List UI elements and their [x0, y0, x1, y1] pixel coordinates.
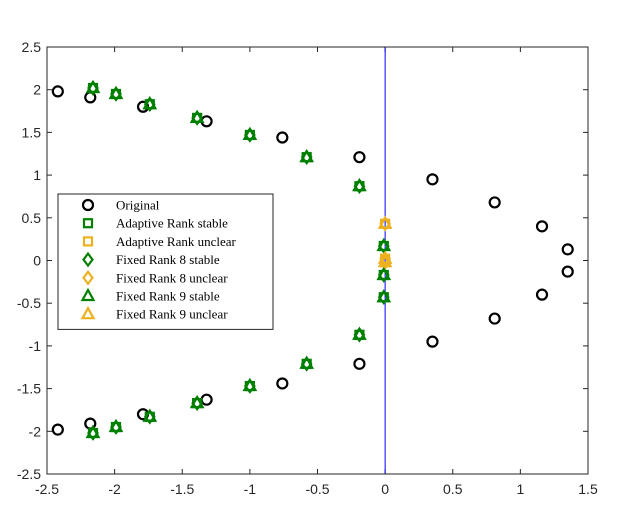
data-point — [85, 424, 101, 439]
legend-label: Fixed Rank 8 unclear — [116, 270, 228, 285]
series-0 — [51, 85, 574, 436]
x-tick-label: 0.5 — [443, 481, 463, 497]
data-point — [85, 79, 101, 94]
data-point — [276, 377, 289, 390]
data-point — [51, 85, 64, 98]
data-point — [377, 250, 393, 264]
data-point — [189, 109, 205, 123]
plot-frame — [46, 46, 589, 475]
y-tick-label: -0.5 — [17, 295, 41, 311]
y-tick-label: 1 — [33, 167, 41, 183]
series-6 — [377, 215, 393, 268]
y-tick-label: -1.5 — [17, 381, 41, 397]
x-tick-label: 1 — [516, 481, 524, 497]
data-point — [299, 355, 315, 369]
x-tick-label: 1.5 — [578, 481, 598, 497]
data-point — [142, 95, 158, 110]
data-point — [242, 377, 258, 392]
data-point — [108, 418, 124, 433]
data-point — [51, 423, 64, 436]
legend-label: Fixed Rank 8 stable — [116, 252, 220, 267]
legend-marker — [81, 198, 95, 212]
legend-label: Fixed Rank 9 stable — [116, 289, 220, 304]
data-point — [276, 131, 289, 144]
data-point — [561, 265, 574, 278]
y-tick-label: 1.5 — [22, 124, 42, 140]
y-tick-label: -2 — [29, 423, 42, 439]
y-tick-label: -1 — [29, 338, 42, 354]
data-point — [561, 243, 574, 256]
data-point — [376, 288, 392, 303]
data-point — [299, 148, 315, 163]
x-tick-label: -1.5 — [170, 481, 194, 497]
x-tick-label: -2.5 — [35, 481, 59, 497]
data-points — [51, 79, 574, 441]
data-point — [353, 151, 366, 164]
data-point — [242, 126, 258, 141]
data-point — [200, 393, 213, 406]
data-point — [488, 312, 501, 325]
y-tick-label: 0.5 — [22, 210, 42, 226]
data-point — [108, 85, 124, 100]
data-point — [142, 408, 158, 422]
x-tick-label: 0 — [381, 481, 389, 497]
x-tick-label: -1 — [244, 481, 257, 497]
legend-label: Original — [116, 198, 160, 213]
data-point — [426, 335, 439, 348]
legend-marker — [82, 218, 94, 229]
legend-label: Adaptive Rank unclear — [116, 234, 237, 249]
data-point — [488, 196, 501, 209]
legend: Original Adaptive Rank stable Adaptive Ran… — [57, 193, 274, 330]
y-tick-label: -2.5 — [17, 466, 41, 482]
x-tick-label: -2 — [108, 481, 121, 497]
legend-marker — [80, 305, 96, 320]
legend-marker — [82, 236, 94, 247]
y-tick-label: 2.5 — [22, 39, 42, 55]
series-5 — [85, 79, 392, 439]
legend-label: Adaptive Rank stable — [116, 216, 228, 231]
legend-label: Fixed Rank 9 unclear — [116, 307, 228, 322]
legend-marker — [82, 251, 94, 268]
y-tick-labels: 2.5 2 1.5 1 0.5 0 -0.5 -1 -1.5 -2 -2.5 — [17, 39, 588, 482]
data-point — [377, 215, 393, 229]
data-point — [535, 288, 549, 301]
data-point — [377, 253, 393, 268]
legend-box — [57, 193, 274, 330]
legend-marker — [80, 287, 96, 302]
data-point — [426, 173, 439, 186]
data-point — [353, 357, 366, 370]
data-point — [376, 266, 392, 281]
legend-marker — [82, 269, 94, 286]
y-tick-label: 0 — [33, 253, 41, 269]
data-point — [376, 237, 392, 252]
data-point — [352, 326, 367, 340]
data-point — [352, 177, 367, 192]
data-point — [189, 394, 205, 409]
y-tick-label: 2 — [33, 82, 41, 98]
x-tick-label: -0.5 — [305, 481, 329, 497]
x-tick-labels: -2.5 -2 -1.5 -1 -0.5 0 0.5 1 1.5 — [35, 47, 598, 497]
data-point — [535, 220, 549, 233]
